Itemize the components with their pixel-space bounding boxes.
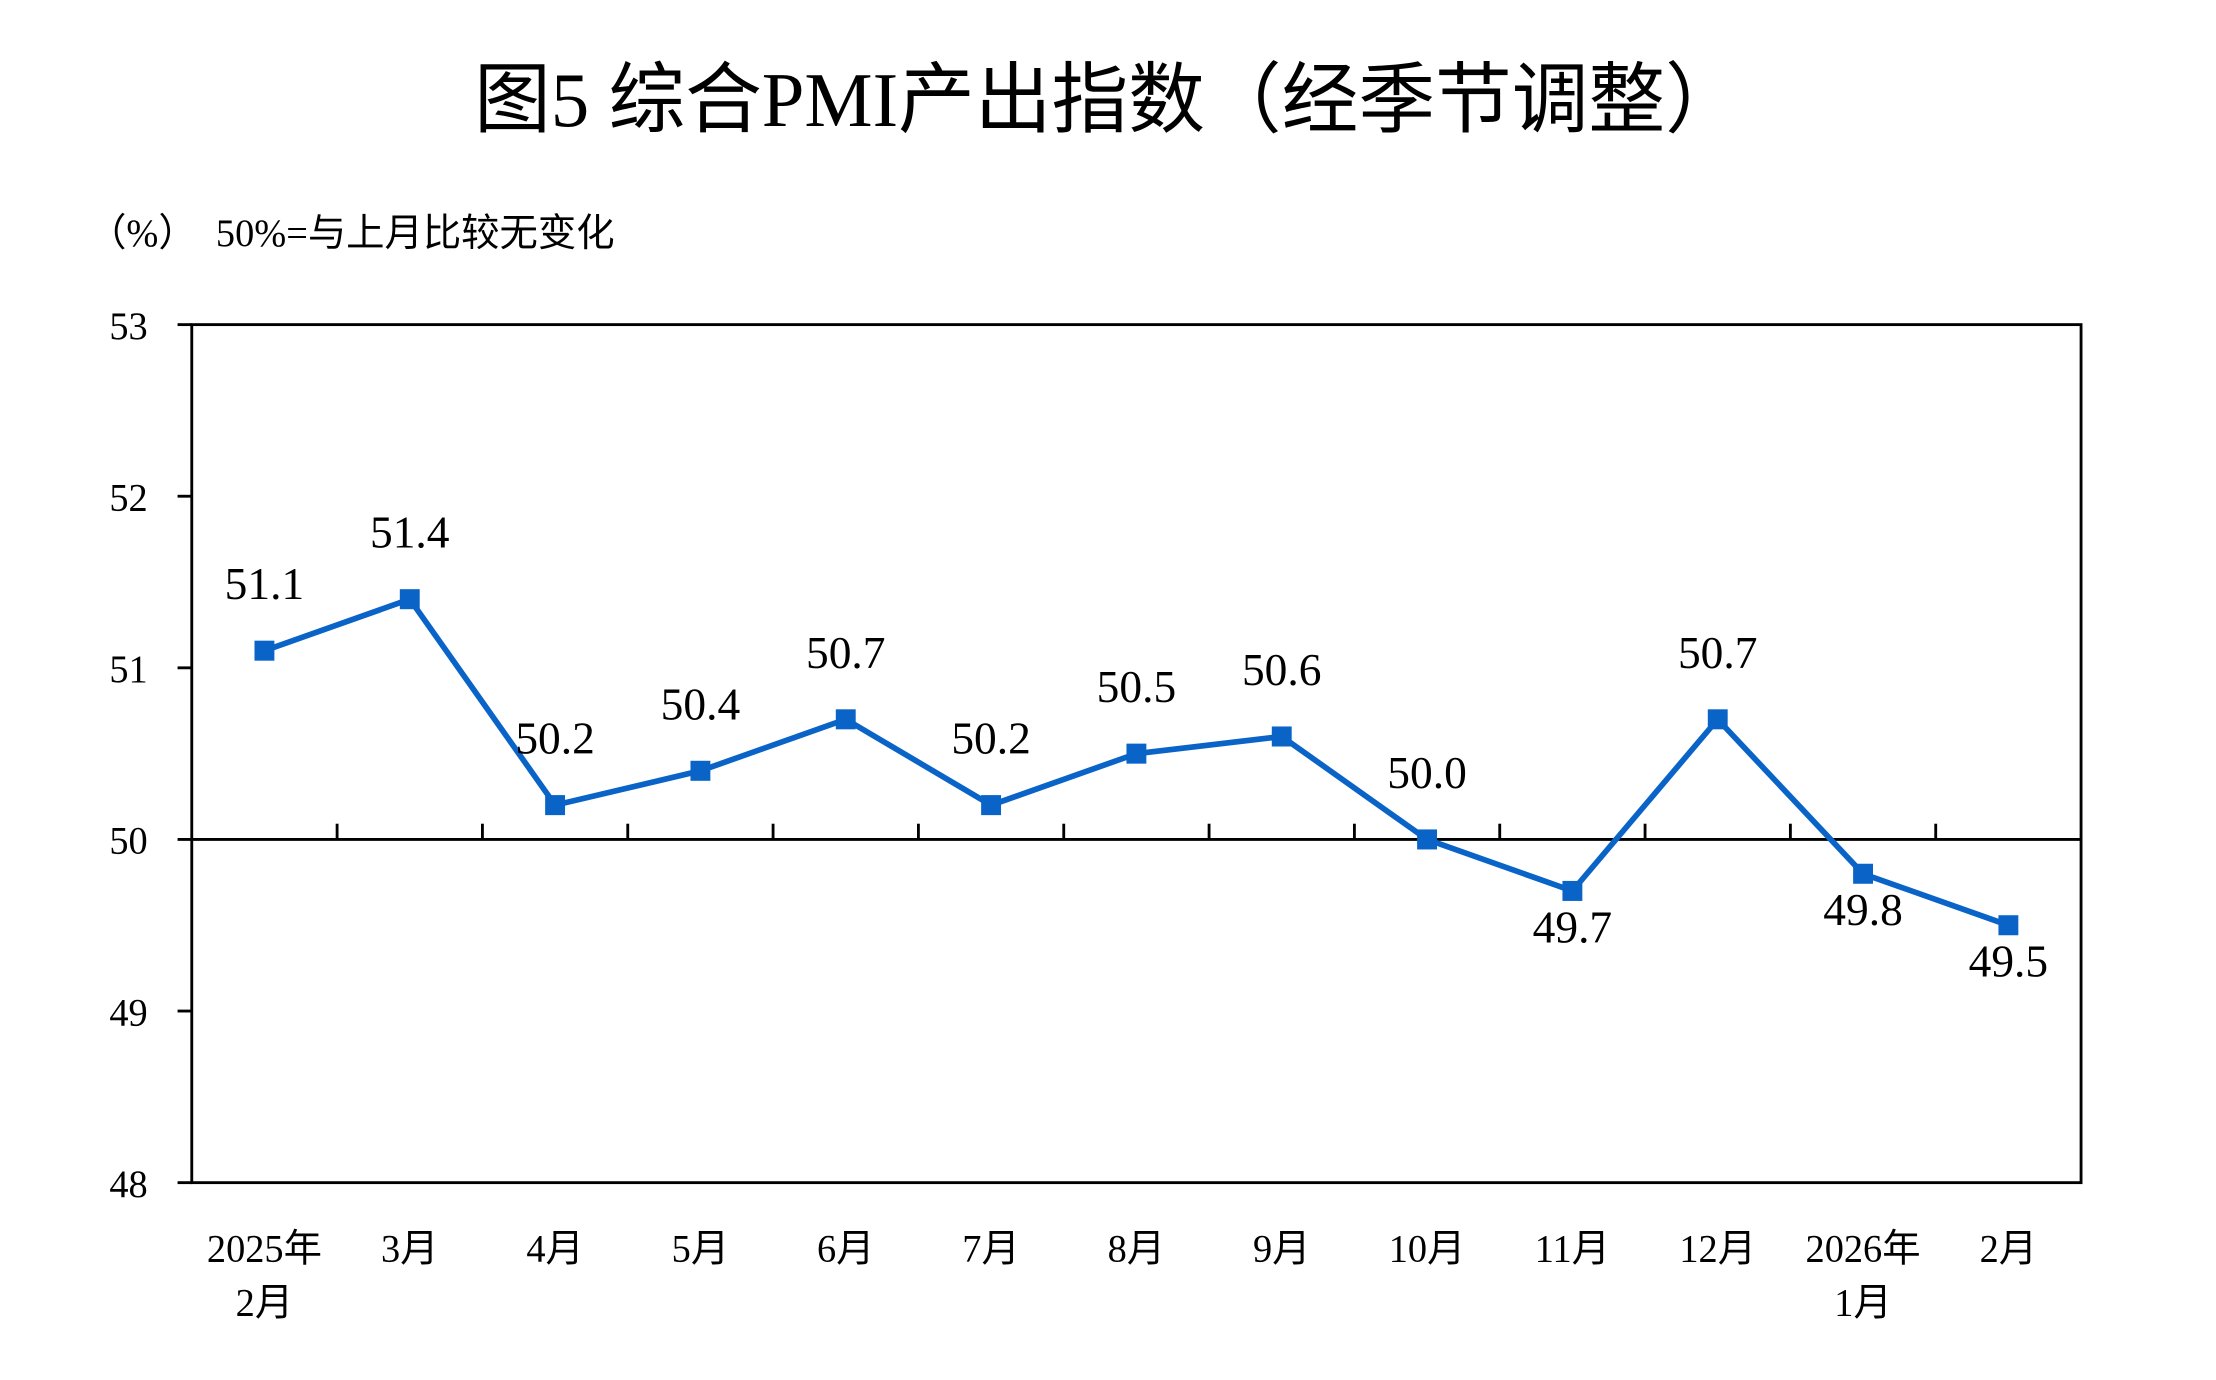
data-label: 50.7 bbox=[806, 627, 886, 678]
data-label: 50.5 bbox=[1097, 661, 1177, 712]
chart-title: 图5 综合PMI产出指数（经季节调整） bbox=[474, 57, 1742, 143]
x-tick-label: 2025年 bbox=[207, 1227, 322, 1270]
x-tick-label: 3月 bbox=[381, 1228, 439, 1270]
note: 50%=与上月比较无变化 bbox=[216, 212, 615, 255]
marker bbox=[1562, 880, 1583, 901]
x-tick-label: 1月 bbox=[1834, 1283, 1892, 1325]
y-tick-label: 50 bbox=[109, 821, 147, 863]
data-label: 50.7 bbox=[1678, 627, 1758, 678]
x-tick-label: 2月 bbox=[1980, 1228, 2038, 1270]
marker bbox=[254, 640, 275, 661]
marker bbox=[690, 760, 711, 781]
data-label: 50.0 bbox=[1387, 747, 1467, 798]
y-tick-label: 51 bbox=[109, 649, 147, 691]
plot-frame bbox=[190, 323, 2083, 1185]
data-label: 50.6 bbox=[1242, 644, 1322, 695]
x-tick-label: 5月 bbox=[672, 1228, 730, 1270]
y-unit: （%） bbox=[88, 213, 197, 255]
x-tick-label: 7月 bbox=[962, 1228, 1020, 1270]
marker bbox=[1271, 726, 1292, 747]
marker bbox=[1853, 863, 1874, 884]
marker bbox=[1707, 709, 1728, 730]
data-label: 50.4 bbox=[661, 678, 741, 729]
marker bbox=[399, 589, 420, 610]
x-tick-label: 6月 bbox=[817, 1228, 875, 1270]
x-tick-label: 8月 bbox=[1108, 1228, 1166, 1270]
marker bbox=[1998, 915, 2019, 936]
y-tick-label: 48 bbox=[109, 1164, 147, 1206]
data-label: 51.4 bbox=[370, 507, 450, 558]
marker bbox=[545, 795, 566, 816]
data-label: 50.2 bbox=[515, 713, 595, 764]
x-tick-label: 2026年 bbox=[1806, 1227, 1921, 1270]
data-label: 51.1 bbox=[225, 558, 305, 609]
marker bbox=[1417, 829, 1438, 850]
marker bbox=[835, 709, 856, 730]
x-tick-label: 4月 bbox=[526, 1228, 584, 1270]
x-tick-label: 2月 bbox=[236, 1283, 294, 1325]
x-tick-label: 11月 bbox=[1535, 1228, 1610, 1270]
x-tick-label: 10月 bbox=[1389, 1228, 1466, 1270]
y-tick-label: 49 bbox=[109, 992, 147, 1034]
y-tick-label: 53 bbox=[109, 306, 147, 348]
data-label: 49.5 bbox=[1969, 936, 2049, 987]
marker bbox=[1126, 743, 1147, 764]
data-label: 50.2 bbox=[951, 713, 1031, 764]
marker bbox=[981, 795, 1002, 816]
y-tick-label: 52 bbox=[109, 477, 147, 519]
data-label: 49.8 bbox=[1823, 884, 1903, 935]
x-tick-label: 12月 bbox=[1679, 1228, 1756, 1270]
x-tick-label: 9月 bbox=[1253, 1228, 1311, 1270]
data-label: 49.7 bbox=[1533, 901, 1613, 952]
